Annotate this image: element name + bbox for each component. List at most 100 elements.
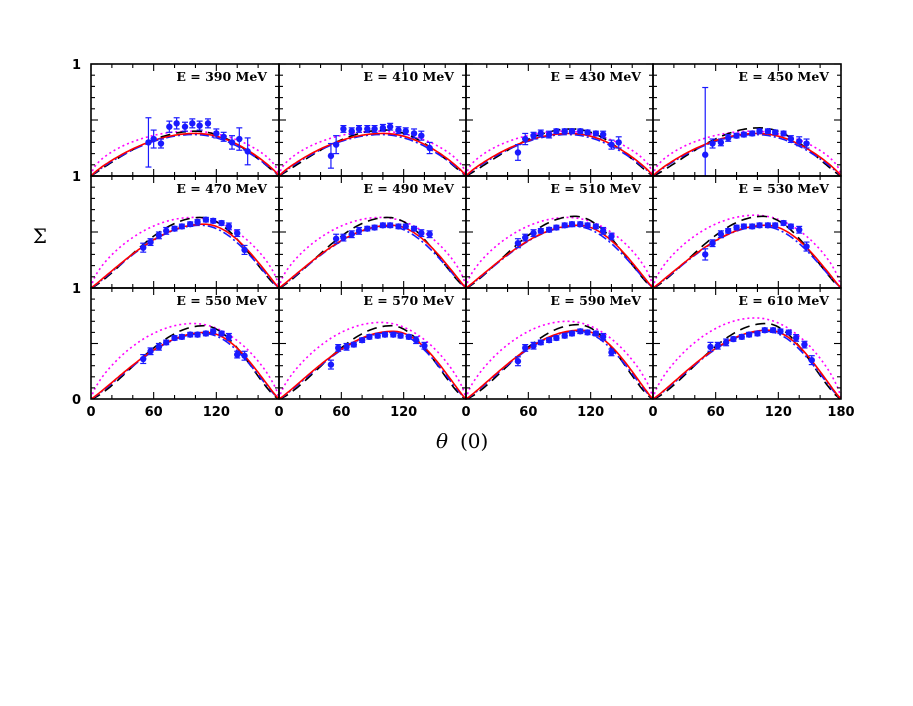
data-point [553, 224, 560, 231]
data-point [145, 139, 152, 146]
panel-energy-label: E = 390 MeV [176, 69, 267, 84]
data-point [390, 331, 397, 338]
model-curve-blue [279, 331, 466, 399]
data-point [522, 234, 529, 241]
data-point [764, 128, 772, 135]
data-point [577, 220, 584, 228]
data-point [577, 128, 584, 135]
data-point [707, 343, 714, 351]
data-point [608, 233, 615, 240]
data-point [381, 331, 389, 338]
data-point [592, 130, 600, 137]
x-tick-label: 60 [332, 405, 350, 420]
x-tick-label: 60 [519, 405, 537, 420]
panel-curves [279, 216, 466, 288]
panel-7: E = 510 MeV [465, 175, 654, 289]
model-curve-red [653, 224, 841, 288]
data-point [163, 227, 170, 235]
data-point [225, 223, 233, 230]
data-point [801, 341, 808, 348]
y-axis-label: Σ [33, 224, 47, 248]
data-point [537, 339, 544, 346]
panel-curves [91, 216, 279, 288]
data-point [756, 222, 763, 229]
data-point [204, 120, 212, 127]
model-curve-blue [279, 133, 466, 176]
panel-energy-label: E = 470 MeV [176, 181, 267, 196]
panel-curves [91, 322, 279, 399]
data-point [592, 223, 600, 230]
panel-12: E = 610 MeV [652, 287, 842, 400]
panel-energy-label: E = 430 MeV [550, 69, 641, 84]
data-point [412, 336, 420, 344]
data-point [343, 343, 350, 351]
data-point [568, 220, 576, 228]
data-point [402, 128, 409, 135]
data-point [577, 328, 584, 335]
panel-3: E = 430 MeV [465, 63, 654, 177]
data-point [522, 135, 529, 143]
data-point [402, 223, 409, 230]
data-point [537, 227, 544, 235]
x-tick-label: 60 [145, 405, 163, 420]
x-tick-label: 120 [390, 405, 417, 420]
panel-energy-label: E = 550 MeV [176, 293, 267, 308]
data-point [171, 225, 178, 232]
data-point [410, 130, 418, 137]
model-curve-magenta [653, 317, 841, 399]
data-point [537, 130, 544, 137]
data-point [194, 331, 201, 338]
data-point [561, 332, 568, 339]
panel-curves [91, 117, 279, 176]
x-axis-label: θ [436, 429, 448, 453]
x-tick-label: 120 [577, 405, 604, 420]
data-point [545, 131, 553, 138]
data-point [395, 223, 402, 230]
data-point [568, 128, 576, 135]
data-point [348, 128, 355, 135]
data-point [730, 335, 737, 343]
data-point [218, 330, 225, 337]
y-tick-label: 1 [72, 170, 81, 185]
data-point [421, 342, 428, 349]
panel-curves [653, 317, 841, 399]
data-point [561, 222, 568, 229]
data-point [371, 125, 378, 133]
data-point [426, 144, 433, 152]
model-curve-red [91, 331, 279, 399]
model-curve-blue [91, 332, 279, 399]
data-point [386, 222, 394, 229]
model-curve-red [653, 132, 841, 176]
data-point [218, 219, 225, 227]
x-axis-unit: (0) [460, 429, 488, 453]
data-point [738, 333, 745, 341]
data-point [514, 149, 522, 156]
model-curve-black [466, 128, 653, 176]
model-curve-red [279, 132, 466, 176]
panel-energy-label: E = 610 MeV [738, 293, 829, 308]
data-point [358, 336, 366, 344]
model-curve-black [653, 126, 841, 176]
data-point [181, 123, 189, 130]
data-point [332, 235, 340, 242]
data-point [792, 334, 800, 342]
data-point [236, 135, 243, 143]
data-point [340, 125, 347, 133]
data-point [780, 130, 787, 137]
data-point [350, 341, 357, 348]
data-point [364, 125, 371, 133]
data-point [714, 342, 721, 349]
data-point [702, 251, 709, 258]
data-point [522, 344, 529, 352]
data-point [379, 222, 387, 229]
data-point [725, 227, 732, 235]
data-point [140, 244, 147, 251]
data-point [241, 246, 248, 254]
y-tick-label: 1 [72, 58, 81, 73]
data-point [155, 343, 163, 351]
data-point [733, 132, 740, 139]
data-point [178, 223, 186, 230]
data-point [769, 326, 777, 334]
data-point [194, 218, 201, 226]
data-point [584, 329, 591, 336]
